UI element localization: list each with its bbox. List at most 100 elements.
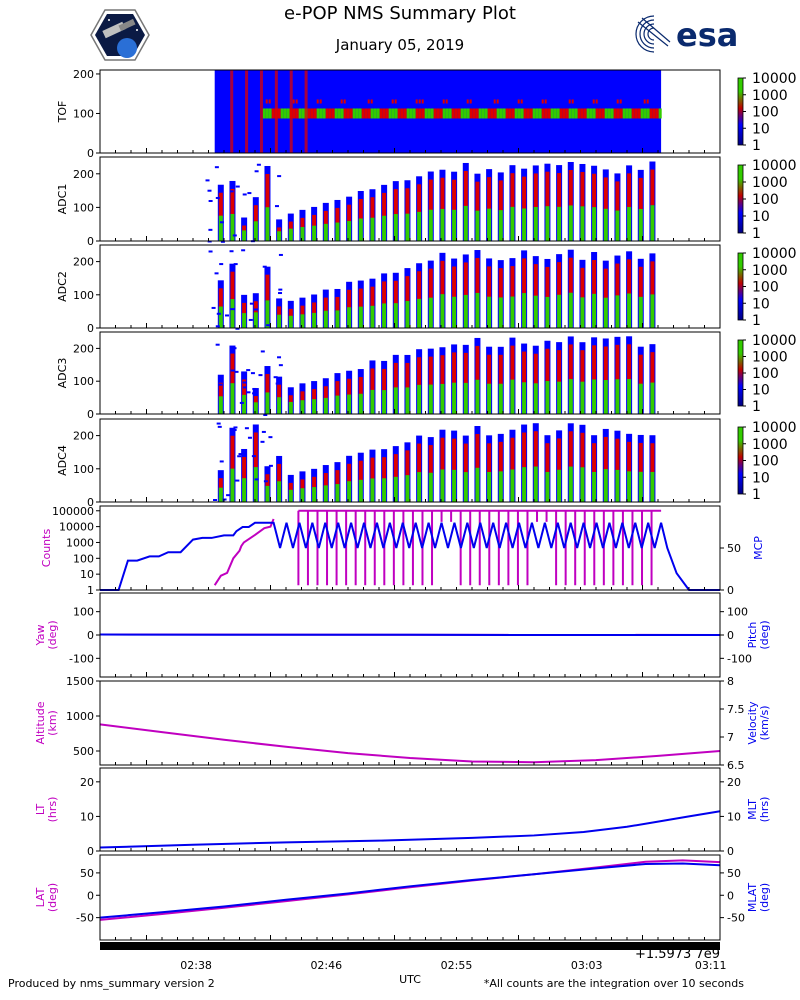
right-tick-label: 7.5	[727, 703, 745, 716]
adc-count-column-green	[288, 315, 293, 328]
adc-count-column-red	[405, 276, 410, 304]
adc-sparse-count	[211, 306, 216, 309]
adc-count-column-green	[405, 387, 410, 414]
adc-count-column-red	[230, 435, 235, 470]
adc-count-column-red	[405, 188, 410, 216]
adc-sparse-count	[234, 370, 239, 373]
adc-count-column-red	[382, 368, 387, 393]
adc-count-column-green	[323, 485, 328, 502]
esa-logo: esa	[635, 15, 738, 54]
adc-sparse-count	[278, 292, 283, 295]
x-axis-label: UTC	[399, 973, 421, 986]
adc-count-column-red	[487, 354, 492, 385]
adc-count-column-green	[557, 294, 562, 328]
adc-count-column-green	[568, 205, 573, 241]
tof-mass-band	[496, 108, 500, 119]
tof-mass-band	[328, 108, 332, 119]
adc-count-column-green	[347, 481, 352, 502]
adc-count-column-red	[440, 177, 445, 210]
tof-mass-band	[385, 108, 389, 119]
adc-count-column-red	[428, 268, 433, 299]
panel-altitude-right-axis-label-line: (km/s)	[758, 705, 771, 740]
adc-count-column-green	[498, 210, 503, 241]
tof-mass-band	[283, 108, 287, 119]
adc-count-column-green	[463, 205, 468, 241]
adc-count-column-red	[580, 171, 585, 207]
adc-count-column-green	[580, 467, 585, 502]
left-tick-label: 0	[87, 147, 94, 160]
adc-count-column-red	[300, 217, 305, 232]
tof-mass-band	[571, 108, 575, 119]
adc-count-column-red	[545, 171, 550, 207]
x-tick-label: 03:11	[695, 959, 727, 972]
adc-count-column-red	[428, 356, 433, 387]
panel-yaw-right-axis-label-line: Pitch	[746, 622, 759, 649]
adc-count-column-green	[370, 305, 375, 328]
tof-mass-band	[334, 108, 338, 119]
tof-mass-band	[271, 108, 275, 119]
panel-yaw-right-axis-label: Pitch (deg)	[746, 620, 771, 649]
adc-count-column-red	[242, 456, 247, 481]
adc-count-column-green	[277, 231, 282, 241]
adc-sparse-count	[218, 383, 223, 386]
adc-count-column-red	[347, 378, 352, 399]
left-tick-label: 20	[80, 776, 94, 789]
tof-mass-band	[301, 108, 305, 119]
left-tick-label: 500	[73, 745, 94, 758]
colorbar-label: 1000	[752, 263, 788, 279]
colorbar-label: 1000	[752, 175, 788, 191]
adc-count-column-red	[230, 353, 235, 385]
adc-sparse-count	[216, 312, 221, 315]
adc-count-column-red	[475, 345, 480, 381]
adc-count-column-red	[253, 205, 258, 225]
tof-band-speck	[466, 99, 469, 104]
left-tick-label: 200	[73, 430, 94, 443]
adc-count-column-green	[265, 207, 270, 241]
adc-count-column-red	[650, 443, 655, 474]
colorbar-label: 1000	[752, 350, 788, 366]
tof-mass-band	[649, 108, 653, 119]
panel-counts-axis-label-line: Counts	[40, 529, 53, 568]
adc-sparse-count	[250, 372, 255, 375]
tof-band-speck	[265, 99, 268, 104]
tof-band-speck	[445, 99, 448, 104]
colorbar-label: 10000	[752, 246, 797, 262]
adc-count-column-red	[230, 271, 235, 301]
colorbar-label: 10000	[752, 333, 797, 349]
adc-count-column-green	[510, 206, 515, 241]
tof-mass-band	[550, 108, 554, 119]
tof-mass-band	[316, 108, 320, 119]
tof-mass-band	[622, 108, 626, 119]
adc-count-column-green	[277, 314, 282, 328]
tof-mass-band	[463, 108, 467, 119]
right-tick-label: -50	[727, 912, 745, 925]
adc-count-column-green	[312, 225, 317, 241]
tof-mass-band	[349, 108, 353, 119]
tof-mass-band	[493, 108, 497, 119]
adc-sparse-count	[260, 350, 265, 353]
colorbar-label: 10	[752, 296, 770, 312]
adc-count-column-red	[253, 432, 258, 468]
series-lat-line	[99, 859, 721, 921]
adc-sparse-count	[214, 272, 219, 275]
tof-band-speck	[541, 99, 544, 104]
adc-count-column-green	[405, 475, 410, 502]
adc-sparse-count	[235, 185, 240, 188]
adc-sparse-count	[235, 327, 240, 330]
adc-count-column-green	[580, 206, 585, 241]
adc-count-column-green	[440, 208, 445, 241]
adc-count-column-red	[592, 345, 597, 380]
adc-sparse-count	[215, 196, 220, 199]
colorbar-label: 10	[752, 209, 770, 225]
adc-count-column-green	[475, 292, 480, 328]
adc-count-column-red	[358, 377, 363, 398]
adc-count-column-green	[218, 396, 223, 414]
panel-adc2-axis-label-line: ADC2	[56, 271, 69, 302]
tof-mass-band	[277, 108, 281, 119]
tof-mass-band	[331, 108, 335, 119]
adc-sparse-count	[207, 189, 212, 192]
adc-count-column-green	[253, 312, 258, 328]
adc-sparse-count	[237, 455, 242, 458]
colorbar-label: 10000	[752, 158, 797, 174]
tof-mass-band	[448, 108, 452, 119]
